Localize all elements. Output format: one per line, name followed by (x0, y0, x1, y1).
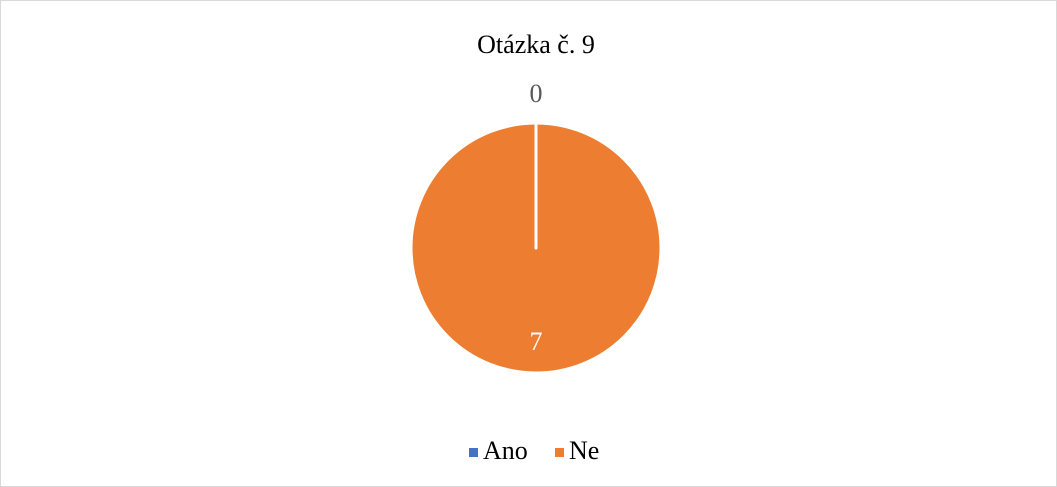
data-label: 7 (530, 327, 543, 356)
legend-label: Ne (569, 436, 599, 465)
legend-swatch (469, 448, 478, 457)
chart-title: Otázka č. 9 (477, 30, 595, 59)
pie-slice (409, 121, 663, 375)
legend-swatch (555, 448, 564, 457)
data-label: 0 (530, 79, 543, 108)
legend-label: Ano (483, 436, 528, 465)
